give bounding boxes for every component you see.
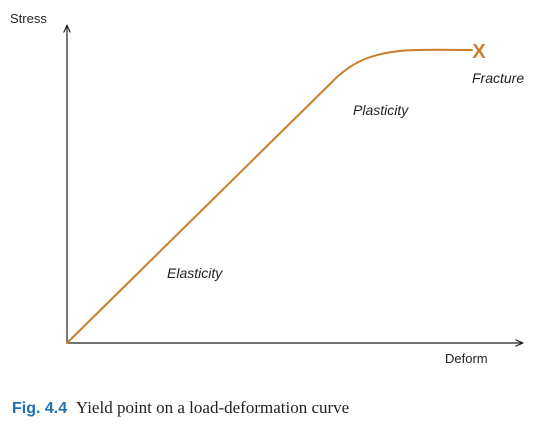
plasticity-label: Plasticity [353, 102, 409, 118]
stress-deformation-diagram: X Stress Deform Elasticity Plasticity Fr… [0, 0, 546, 380]
fracture-label: Fracture [472, 70, 524, 86]
x-axis-label: Deform [445, 351, 488, 366]
y-axis-label: Stress [10, 11, 47, 26]
elasticity-label: Elasticity [167, 265, 223, 281]
fracture-marker: X [472, 41, 486, 63]
figure-caption: Fig. 4.4 Yield point on a load-deformati… [12, 398, 349, 419]
stress-deformation-curve [67, 50, 472, 343]
caption-text: Yield point on a load-deformation curve [76, 398, 349, 417]
caption-label: Fig. 4.4 [12, 400, 67, 417]
